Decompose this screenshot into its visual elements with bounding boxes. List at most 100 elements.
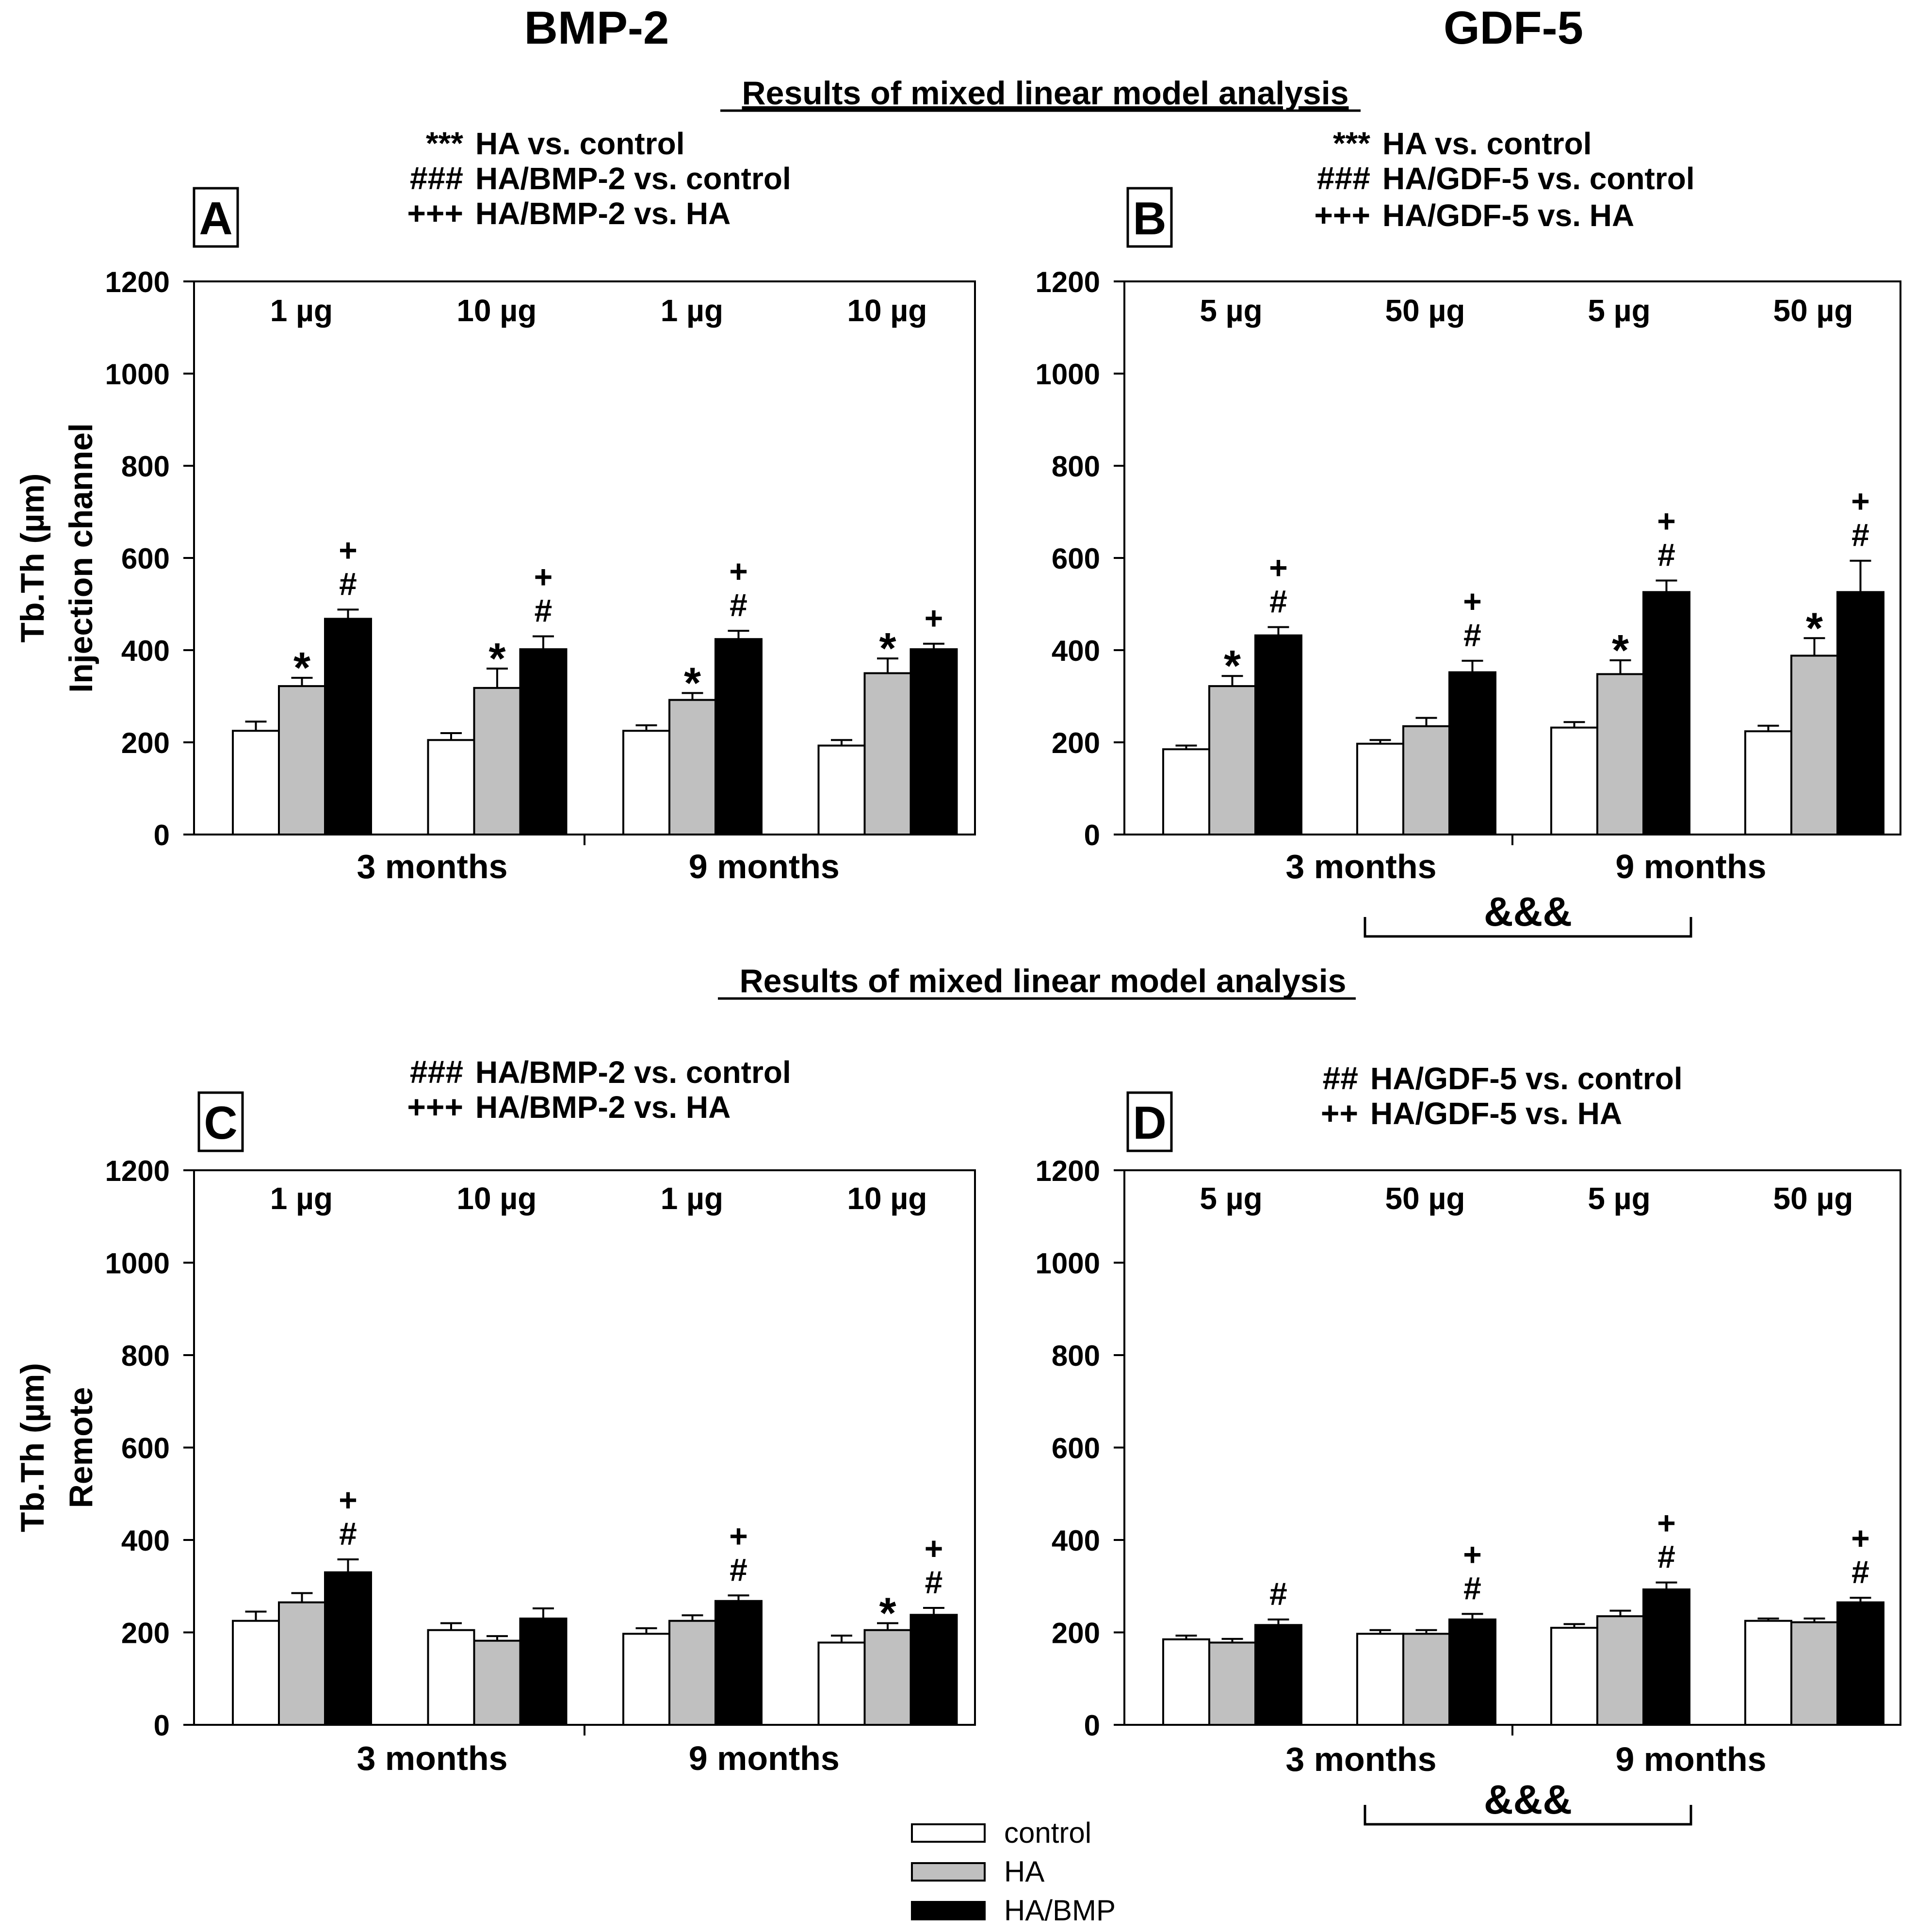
stat-symbol: +++ [407,195,463,231]
y-tick-label: 400 [1052,635,1100,667]
stat-symbol: ## [1323,1060,1358,1096]
significance-marker: # [1269,584,1287,620]
dose-label: 1 µg [661,1181,723,1216]
significance-marker: * [1806,604,1823,653]
dose-label: 50 µg [1385,293,1465,328]
x-group-label: 3 months [357,1739,507,1777]
bar-ha [1208,685,1256,835]
x-group-label: 9 months [689,1739,840,1777]
panel-letter: C [204,1097,237,1149]
legend-label-ha-bmp: HA/BMP [1004,1894,1116,1927]
legend-swatch-ha-bmp [911,1901,986,1920]
y-axis-label: Tb.Th (µm) [14,1363,51,1532]
bar-control [1550,1626,1598,1726]
bar-ha-bmp [519,648,568,835]
panel-letter: B [1133,193,1166,245]
stat-symbol: +++ [1314,197,1370,233]
dose-label: 10 µg [847,293,927,328]
bar-ha-bmp [1836,591,1884,836]
y-axis-label: Tb.Th (µm) [14,474,51,643]
significance-marker: # [535,593,552,629]
dose-label: 5 µg [1200,293,1262,328]
significance-marker: + [729,1518,748,1554]
bar-ha [1790,655,1838,836]
y-tick-label: 0 [154,1709,170,1742]
panel-letter-box [1126,187,1173,248]
y-tick-label: 1000 [1036,1247,1100,1280]
group-comparison-marker: &&& [1484,889,1572,934]
bar-ha [863,672,912,835]
bar-ha-bmp [519,1617,568,1726]
significance-marker: + [339,1482,357,1518]
dose-label: 10 µg [847,1181,927,1216]
significance-marker: + [925,600,943,636]
dose-label: 10 µg [456,1181,536,1216]
panel-letter-box [197,1091,244,1152]
y-tick-label: 600 [121,542,170,575]
significance-marker: + [1657,1505,1676,1541]
dose-label: 10 µg [456,293,536,328]
stat-text: HA/GDF-5 vs. HA [1370,1096,1622,1131]
stat-text: HA/GDF-5 vs. HA [1382,198,1634,233]
significance-marker: + [1463,583,1482,619]
significance-marker: # [730,1552,747,1588]
bar-ha-bmp [909,648,958,835]
bar-control [1356,1633,1404,1726]
dose-label: 50 µg [1385,1181,1465,1216]
x-group-label: 3 months [1285,848,1436,885]
bar-control [817,744,866,836]
dose-label: 1 µg [270,293,333,328]
significance-marker: + [1851,1520,1870,1556]
stat-symbol: *** [1333,125,1370,161]
y-tick-label: 200 [1052,727,1100,759]
significance-marker: * [293,644,310,692]
significance-marker: + [534,559,553,595]
legend-label-control: control [1004,1817,1091,1849]
bar-ha [668,699,716,835]
significance-marker: + [1657,503,1676,539]
significance-marker: + [339,532,357,568]
y-tick-label: 1200 [1036,1155,1100,1187]
significance-marker: # [925,1564,943,1600]
significance-marker: * [684,659,701,707]
y-tick-label: 800 [121,450,170,483]
bar-ha-bmp [324,618,372,836]
y-tick-label: 0 [1084,819,1100,851]
y-tick-label: 200 [1052,1617,1100,1650]
significance-marker: # [1851,1554,1869,1590]
column-title-gdf5: GDF-5 [1444,2,1583,54]
y-tick-label: 400 [1052,1524,1100,1557]
y-axis-label: Injection channel [63,423,99,692]
x-group-label: 9 months [1615,1740,1766,1778]
x-group-label: 9 months [689,848,840,885]
stat-symbol: +++ [407,1089,463,1125]
y-tick-label: 1000 [105,1247,170,1280]
bar-ha [278,1601,326,1726]
bar-ha [863,1629,912,1726]
stat-symbol: ### [410,1054,463,1090]
stat-symbol: ++ [1321,1095,1358,1131]
y-tick-label: 200 [121,727,170,759]
x-group-label: 3 months [357,848,507,885]
column-title-bmp2: BMP-2 [524,2,669,54]
significance-marker: * [1224,642,1241,690]
y-tick-label: 800 [121,1340,170,1372]
significance-marker: + [1269,550,1288,586]
stat-text: HA/BMP-2 vs. HA [475,1090,731,1125]
bar-ha [1402,1633,1450,1726]
bar-ha-bmp [1642,1588,1690,1726]
bar-ha [1208,1641,1256,1726]
y-tick-label: 800 [1052,1340,1100,1372]
significance-marker: * [1612,626,1629,675]
mixed-model-heading-top: Results of mixed linear model analysis [742,75,1349,112]
bar-ha [1790,1621,1838,1726]
significance-marker: * [488,635,505,683]
group-comparison-bracket [1364,917,1692,938]
bar-control [1162,748,1210,835]
dose-label: 1 µg [661,293,723,328]
panel-a: 0 200 400 600 800 1000 1200 1 µg 10 µg 1 µg 10 µg 3… [14,125,976,885]
y-tick-label: 1200 [1036,266,1100,298]
stat-text: HA/GDF-5 vs. control [1370,1061,1683,1096]
significance-marker: # [339,566,357,602]
significance-marker: # [1269,1576,1287,1612]
